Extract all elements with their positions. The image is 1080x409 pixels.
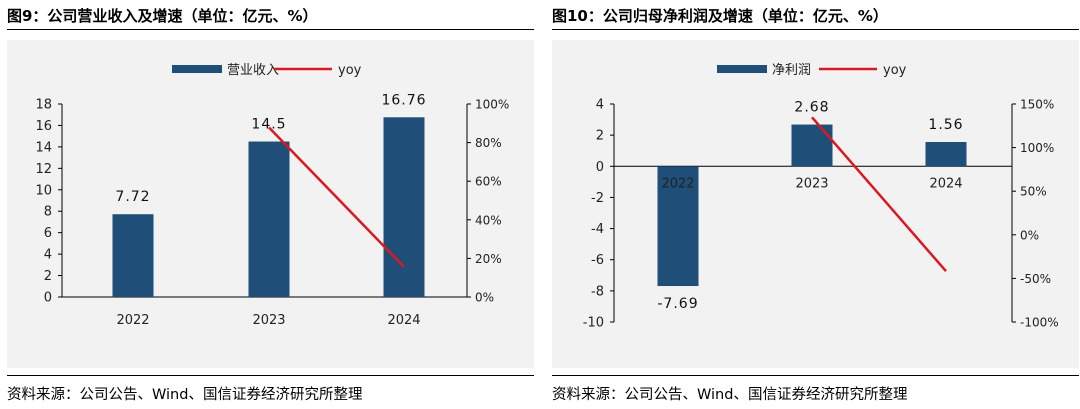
right-axis-tick-label: 40% (475, 213, 502, 227)
left-axis-tick-label: 14 (35, 140, 52, 155)
legend-label-line: yoy (883, 63, 907, 78)
left-axis-tick-label: 6 (44, 226, 52, 241)
bar (791, 124, 833, 167)
title-rule (552, 29, 1079, 30)
right-axis-tick-label: 50% (1020, 185, 1047, 199)
left-axis-tick-label: -4 (591, 222, 604, 237)
data-label: 1.56 (928, 117, 963, 133)
left-axis-tick-label: 0 (44, 291, 52, 306)
yoy-line (811, 116, 947, 273)
bar (248, 141, 290, 297)
bar (657, 166, 699, 287)
source-rule (552, 375, 1079, 376)
legend-label-bar: 营业收入 (227, 63, 279, 78)
chart-title: 图9：公司营业收入及增速（单位：亿元、%） (7, 7, 318, 25)
data-label: 14.5 (251, 117, 286, 133)
data-label: -7.69 (657, 296, 698, 312)
right-axis-tick-label: 0% (475, 291, 494, 305)
left-axis-tick-label: 16 (35, 119, 52, 134)
chart-panel-revenue: 图9：公司营业收入及增速（单位：亿元、%） 营业收入 yoy 0 2 4 6 8 10 12 14… (7, 0, 534, 409)
left-axis-tick-label: 2 (44, 269, 52, 284)
left-axis-tick-label: -10 (583, 316, 604, 331)
legend-label-line: yoy (338, 63, 362, 78)
right-axis-tick-label: 100% (1020, 141, 1054, 155)
left-axis-tick-label: 2 (596, 129, 604, 144)
legend-swatch-bar (717, 65, 767, 73)
category-label: 2024 (929, 176, 962, 191)
bar (112, 214, 154, 297)
left-axis-tick-label: 0 (596, 160, 604, 175)
data-label: 2.68 (794, 100, 829, 116)
plot-area (552, 40, 1079, 368)
source-rule (7, 375, 534, 376)
right-axis-tick-label: 100% (475, 98, 509, 112)
left-axis-tick-label: -6 (591, 253, 604, 268)
title-rule (7, 29, 534, 30)
chart-source: 资料来源：公司公告、Wind、国信证券经济研究所整理 (7, 387, 363, 403)
revenue-chart: 营业收入 yoy 0 2 4 6 8 10 12 14 16 18 0% 20% 40% 60% 80% 100%… (35, 63, 509, 328)
category-label: 2022 (116, 313, 149, 328)
left-axis-tick-label: -8 (591, 284, 604, 299)
category-label: 2023 (252, 313, 285, 328)
chart-title: 图10：公司归母净利润及增速（单位：亿元、%） (552, 7, 888, 25)
legend-label-bar: 净利润 (772, 63, 811, 78)
category-label: 2022 (661, 176, 694, 191)
right-axis-tick-label: -100% (1020, 316, 1059, 330)
data-label: 7.72 (115, 189, 150, 205)
right-axis-tick-label: 150% (1020, 98, 1054, 112)
yoy-line (268, 126, 405, 268)
left-axis-tick-label: 4 (44, 248, 52, 263)
chart-panel-net-profit: 图10：公司归母净利润及增速（单位：亿元、%） 净利润 yoy -10 -8 -6 -4 -… (552, 0, 1079, 409)
left-axis-tick-label: 4 (596, 98, 604, 113)
right-axis-tick-label: 20% (475, 252, 502, 266)
right-axis-tick-label: 60% (475, 175, 502, 189)
net-profit-chart: 净利润 yoy -10 -8 -6 -4 -2 0 2 4 -100% -50% 0% 50% 100% 15… (583, 63, 1059, 331)
bar (383, 117, 425, 297)
left-axis-tick-label: 10 (35, 183, 52, 198)
left-axis-tick-label: 8 (44, 205, 52, 220)
chart-source: 资料来源：公司公告、Wind、国信证券经济研究所整理 (552, 387, 908, 403)
bar (925, 141, 967, 167)
left-axis-tick-label: -2 (591, 191, 604, 206)
data-label: 16.76 (381, 92, 426, 108)
right-axis-tick-label: 0% (1020, 228, 1039, 242)
left-axis-tick-label: 18 (35, 98, 52, 113)
legend-swatch-bar (172, 65, 222, 73)
left-axis-tick-label: 12 (35, 162, 52, 177)
category-label: 2023 (795, 176, 828, 191)
category-label: 2024 (387, 313, 420, 328)
right-axis-tick-label: 80% (475, 136, 502, 150)
right-axis-tick-label: -50% (1020, 272, 1051, 286)
